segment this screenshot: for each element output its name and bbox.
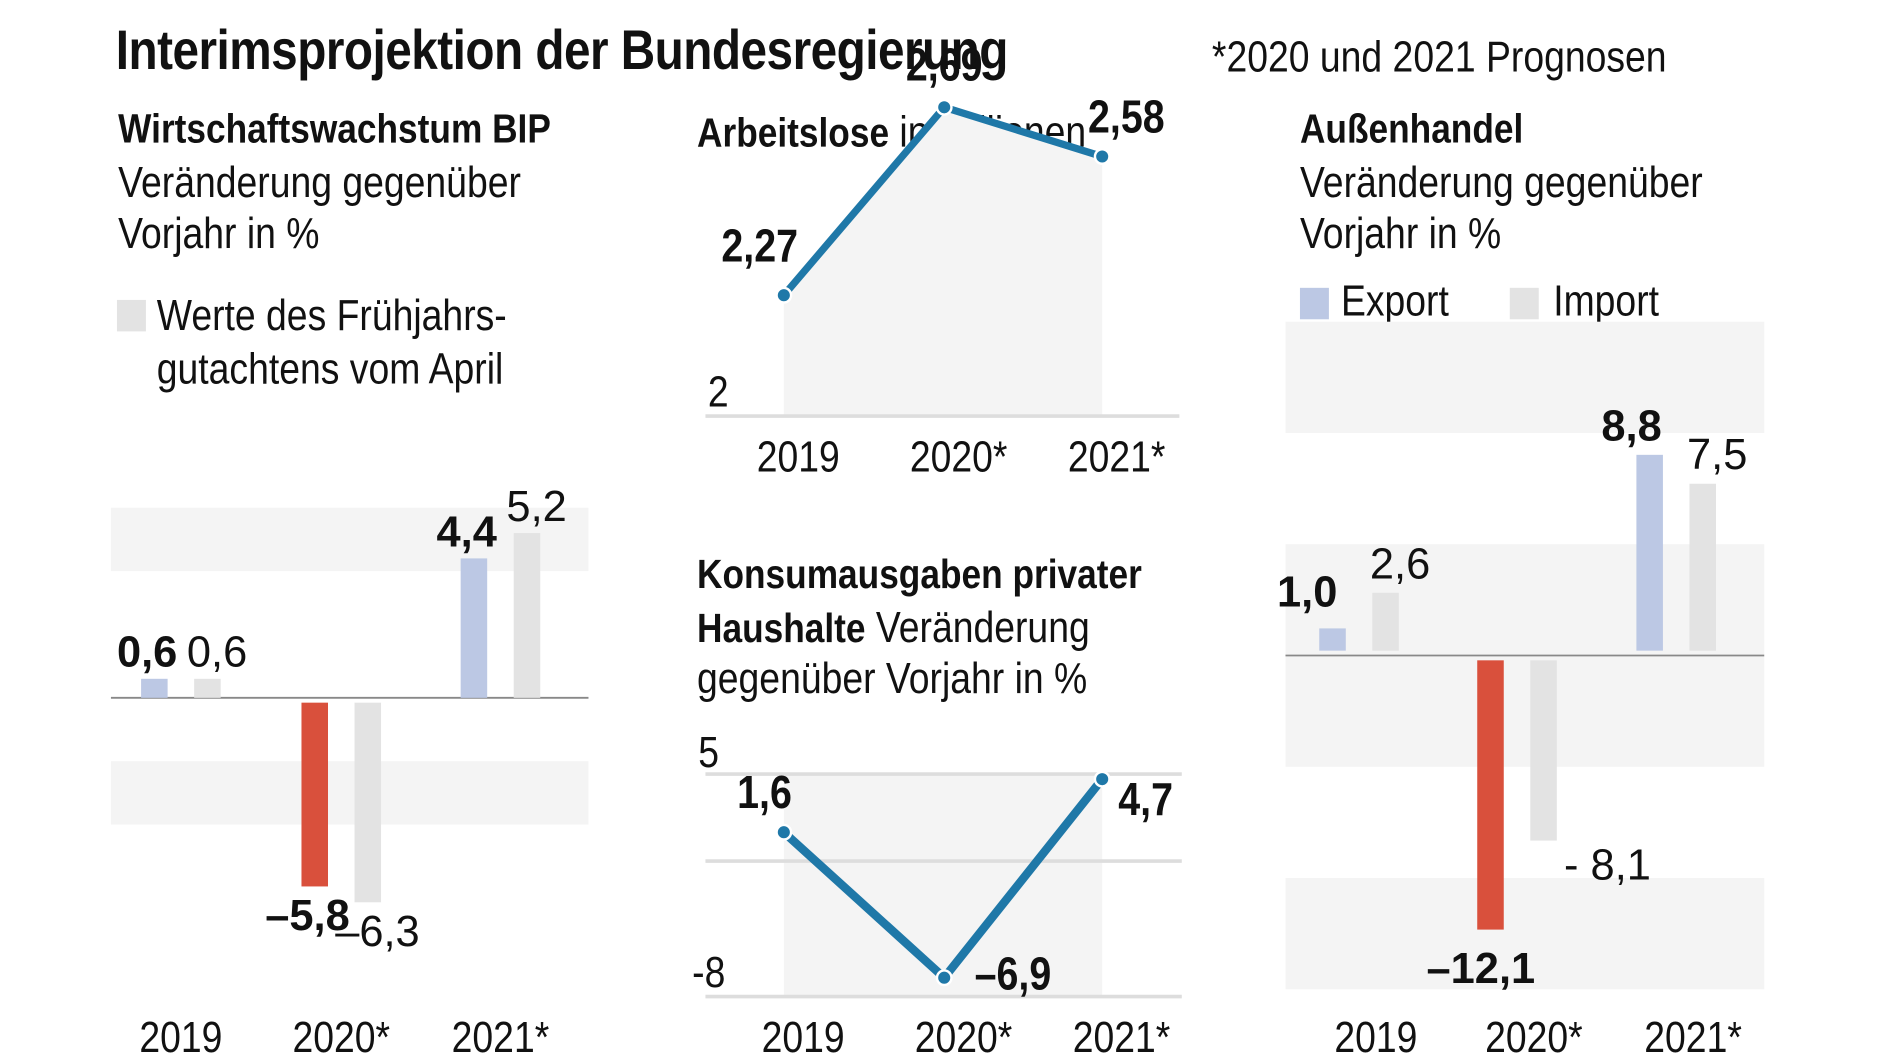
gdp-bar-april xyxy=(194,678,221,698)
gdp-value-label: –6,3 xyxy=(335,908,419,956)
gdp-bar-projection xyxy=(301,702,329,887)
trade-value-label: 1,0 xyxy=(1277,569,1337,617)
unemployment-area xyxy=(783,107,1103,417)
consumption-value-label: 4,7 xyxy=(1118,774,1173,826)
gdp-bar-projection xyxy=(141,678,168,698)
unemployment-value-label: 2,27 xyxy=(721,221,798,273)
consumption-value-label: –6,9 xyxy=(975,948,1052,1000)
trade-legend-import-swatch xyxy=(1509,287,1539,320)
consumption-title-regular: Veränderung xyxy=(865,602,1090,652)
trade-x-label: 2020* xyxy=(1485,1012,1583,1057)
trade-value-label: 2,6 xyxy=(1370,540,1430,588)
trade-bar-export xyxy=(1319,628,1346,651)
page-title: Interimsprojektion der Bundesregierung xyxy=(115,18,1009,82)
trade-value-label: 7,5 xyxy=(1687,431,1747,479)
trade-x-label: 2021* xyxy=(1644,1012,1742,1057)
gdp-bar-april xyxy=(513,533,541,698)
consumption-x-label: 2020* xyxy=(915,1012,1013,1057)
forecast-footnote: *2020 und 2021 Prognosen xyxy=(1211,31,1667,82)
consumption-value-label: 1,6 xyxy=(737,767,792,819)
unemployment-x-label: 2019 xyxy=(757,432,840,481)
gdp-x-label: 2021* xyxy=(452,1012,550,1057)
unemployment-value-label: 2,58 xyxy=(1088,92,1165,144)
trade-value-label: 8,8 xyxy=(1601,402,1661,450)
unemployment-x-label: 2021* xyxy=(1068,432,1166,481)
trade-bar-import xyxy=(1689,483,1716,651)
gdp-x-label: 2019 xyxy=(139,1012,222,1057)
gdp-bar-projection xyxy=(460,558,488,698)
consumption-subtitle: gegenüber Vorjahr in % xyxy=(697,653,1088,703)
consumption-point xyxy=(775,823,793,841)
gdp-x-label: 2020* xyxy=(292,1012,390,1057)
consumption-y-tick: -8 xyxy=(692,947,725,996)
consumption-point xyxy=(1093,770,1111,788)
gdp-value-label: 4,4 xyxy=(437,508,497,556)
trade-subtitle-line1: Veränderung gegenüber xyxy=(1299,157,1703,207)
trade-band-3 xyxy=(1285,878,1765,990)
trade-bar-export xyxy=(1477,660,1504,930)
consumption-title-bold: Haushalte xyxy=(697,605,866,652)
gdp-legend-swatch xyxy=(116,299,146,332)
trade-bar-export xyxy=(1636,454,1663,651)
gdp-value-label: 0,6 xyxy=(117,629,177,677)
consumption-x-label: 2019 xyxy=(762,1012,845,1057)
trade-x-label: 2019 xyxy=(1334,1012,1417,1057)
gdp-value-label: –5,8 xyxy=(265,892,349,940)
unemployment-title-bold: Arbeitslose xyxy=(697,110,890,157)
trade-subtitle-line2: Vorjahr in % xyxy=(1299,208,1502,258)
consumption-y-tick: 5 xyxy=(698,727,719,776)
gdp-value-label: 5,2 xyxy=(506,483,566,531)
gdp-value-label: 0,6 xyxy=(187,629,247,677)
gdp-subtitle-line1: Veränderung gegenüber xyxy=(118,157,521,207)
consumption-title-line1: Konsumausgaben privater xyxy=(697,551,1142,598)
gdp-legend-line1: Werte des Frühjahrs- xyxy=(156,290,507,340)
trade-band-0 xyxy=(1285,321,1765,433)
trade-legend-export-swatch xyxy=(1299,287,1329,320)
consumption-point xyxy=(935,969,953,987)
gdp-band-1 xyxy=(110,761,589,825)
gdp-title: Wirtschaftswachstum BIP xyxy=(118,106,551,153)
trade-bar-import xyxy=(1530,660,1557,841)
trade-band-1 xyxy=(1285,544,1765,656)
trade-bar-import xyxy=(1372,592,1399,651)
trade-legend-export-label: Export xyxy=(1340,275,1449,326)
unemployment-point xyxy=(1093,148,1111,165)
unemployment-x-label: 2020* xyxy=(910,432,1008,481)
unemployment-y-tick: 2 xyxy=(708,367,729,416)
gdp-legend-line2: gutachtens vom April xyxy=(156,343,504,394)
unemployment-point xyxy=(775,286,793,304)
unemployment-value-label: 2,69 xyxy=(906,40,983,92)
trade-title: Außenhandel xyxy=(1299,106,1524,153)
gdp-subtitle-line2: Vorjahr in % xyxy=(118,208,320,258)
gdp-bar-april xyxy=(354,702,382,903)
trade-legend-import-label: Import xyxy=(1553,275,1660,326)
trade-value-label: - 8,1 xyxy=(1564,841,1651,889)
consumption-x-label: 2021* xyxy=(1073,1012,1171,1057)
consumption-title-line2: Haushalte Veränderung xyxy=(697,602,1090,653)
trade-value-label: –12,1 xyxy=(1427,945,1536,993)
unemployment-point xyxy=(935,98,953,116)
trade-band-2 xyxy=(1285,655,1765,767)
gdp-band-0 xyxy=(110,507,589,572)
